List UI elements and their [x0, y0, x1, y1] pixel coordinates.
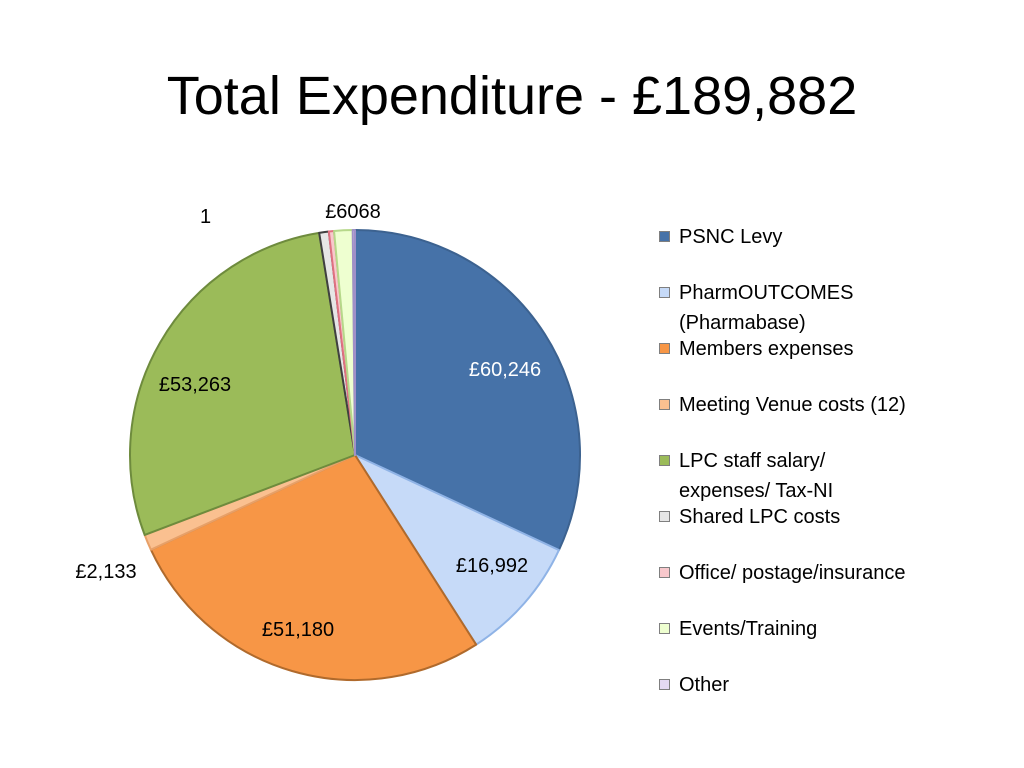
legend-swatch: [659, 231, 670, 242]
legend-swatch: [659, 511, 670, 522]
legend-label: PSNC Levy: [679, 226, 783, 248]
legend-item-9: Other: [657, 670, 1017, 700]
pie-slice-1: [354, 229, 582, 552]
pie-data-labels: £60,246 £16,992 £51,180 £2,133 £53,263 £6068: [75, 201, 541, 641]
data-label-5: £53,263: [159, 374, 231, 396]
legend-label: Other: [679, 674, 730, 696]
legend-label: Shared LPC costs: [679, 506, 841, 528]
legend-item-8: Events/Training: [657, 614, 1017, 644]
legend-label: Office/ postage/insurance: [679, 562, 906, 584]
legend-swatch: [659, 343, 670, 354]
legend-swatch: [659, 287, 670, 298]
legend-item-6: Shared LPC costs: [657, 502, 1017, 532]
legend-item-3: Members expenses: [657, 334, 1017, 364]
legend-item-4: Meeting Venue costs (12): [657, 390, 1017, 420]
legend-swatch: [659, 679, 670, 690]
truncated-data-label: 1: [200, 206, 211, 228]
pie-slices: [129, 228, 582, 681]
legend-swatch: [659, 623, 670, 634]
pie-slice-3: [149, 454, 478, 681]
pie-slice-9: [351, 228, 356, 456]
data-label-8: £6068: [325, 201, 381, 223]
legend-label: Members expenses: [679, 338, 854, 360]
legend-item-7: Office/ postage/insurance: [657, 558, 1017, 588]
data-label-2: £16,992: [456, 555, 528, 577]
legend-item-2: PharmOUTCOMES (Pharmabase): [657, 278, 1017, 338]
data-label-3: £51,180: [262, 619, 334, 641]
legend-swatch: [659, 567, 670, 578]
data-label-1: £60,246: [469, 359, 541, 381]
legend-label: Events/Training: [679, 618, 818, 640]
legend-item-1: PSNC Levy: [657, 222, 1017, 252]
pie-slice-2: [354, 454, 560, 646]
data-label-4: £2,133: [75, 561, 136, 583]
legend-item-5: LPC staff salary/ expenses/ Tax-NI: [657, 446, 1017, 506]
chart-title: Total Expenditure - £189,882: [166, 66, 858, 126]
legend-swatch: [659, 399, 670, 410]
legend-label: LPC staff salary/ expenses/ Tax-NI: [679, 450, 834, 502]
legend-label: Meeting Venue costs (12): [679, 394, 906, 416]
legend-swatch: [659, 455, 670, 466]
pie-slice-5: [129, 231, 356, 536]
legend-label: PharmOUTCOMES (Pharmabase): [679, 282, 854, 334]
